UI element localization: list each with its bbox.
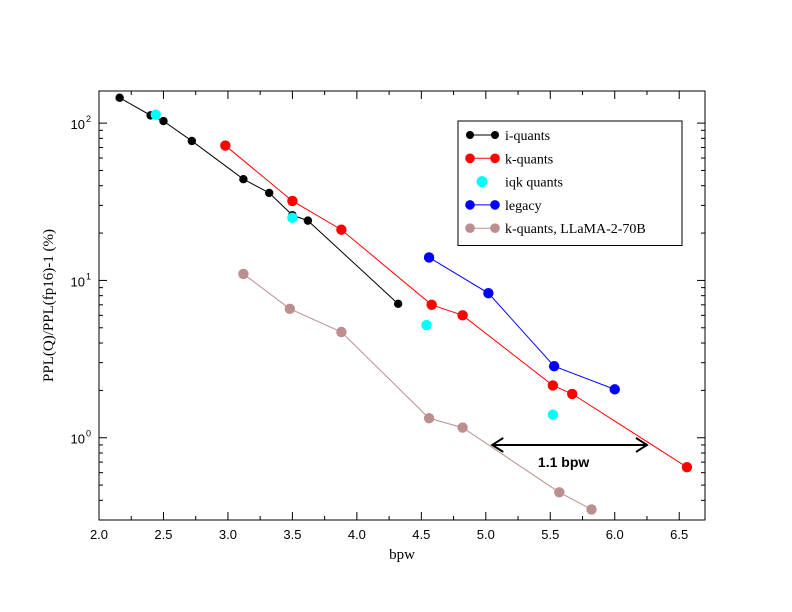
y-tick-exponent: 1 [86,271,91,281]
x-tick-label: 5.0 [477,527,495,542]
data-point [423,413,435,424]
legend-entry: k-quants, LLaMA-2-70B [465,222,646,237]
legend-entry: legacy [465,199,542,214]
legend-label: k-quants, LLaMA-2-70B [505,222,646,237]
legend-marker [490,200,500,210]
x-tick-label: 6.0 [606,527,624,542]
data-point [115,93,124,102]
data-point [393,299,403,309]
x-tick-label: 6.5 [670,527,688,542]
legend-label: i-quants [505,129,550,144]
data-point [483,287,494,299]
data-point [336,224,347,235]
y-tick-exponent: 2 [86,114,91,124]
legend-marker [490,223,500,233]
data-point [238,268,249,280]
x-tick-label: 4.5 [412,527,430,542]
legend-label: legacy [505,199,542,214]
legend-label: k-quants [505,152,553,167]
data-point [287,212,298,224]
y-tick-base: 10 [71,117,85,132]
data-point [547,409,559,420]
arrow-head-right [635,437,649,453]
data-point [423,252,435,263]
legend: i-quants k-quants iqk quants legacy k-quants… [457,120,683,246]
y-tick-label: 10 [71,117,85,132]
legend-entry: k-quants [465,152,553,167]
arrow-head-left [490,437,504,453]
data-point [220,140,231,151]
data-point [548,360,560,372]
legend-entry: i-quants [466,129,550,144]
data-point [554,487,565,498]
data-point [159,116,168,126]
y-tick-base: 10 [71,432,85,447]
series-iqk-quants [150,109,559,420]
series-line [428,257,615,390]
data-point [586,504,597,515]
data-point [609,384,620,395]
x-tick-label: 4.0 [348,527,366,542]
y-tick-exponent: 0 [86,429,91,439]
legend-marker [466,131,474,139]
plot-frame [98,90,706,521]
data-point [287,195,298,207]
data-point [457,310,468,321]
data-point [150,109,161,120]
series-k-quants [220,140,693,473]
data-point [421,319,432,331]
annotation-label: 1.1 bpw [538,454,589,470]
annotation-arrow: 1.1 bpw [490,437,649,470]
x-tick-label: 5.5 [541,527,559,542]
data-point [681,461,693,473]
y-axis-label: PPL(Q)/PPL(fp16)-1 (%) [41,229,57,382]
legend-marker [465,200,475,210]
x-tick-label: 2.0 [90,527,108,542]
plot-area [115,93,693,515]
legend-label: iqk quants [505,176,563,191]
x-tick-label: 3.0 [219,527,237,542]
data-point [239,175,248,184]
series-k-quants-llama-2-70b [238,268,597,515]
data-point [284,303,296,315]
legend-marker [490,153,500,164]
data-point [426,299,437,310]
data-point [336,326,347,338]
data-point [457,422,468,433]
data-point [187,136,197,146]
legend-marker [491,131,499,139]
data-point [264,188,274,198]
y-tick-base: 10 [71,274,85,289]
data-point [303,216,313,225]
legend-entry: iqk quants [476,176,563,191]
series-legacy [423,252,620,395]
x-tick-label: 3.5 [283,527,301,542]
legend-marker [465,223,475,233]
legend-marker [465,153,475,164]
legend-marker [476,176,488,188]
x-tick-label: 2.5 [154,527,172,542]
annotations: 1.1 bpw [490,437,649,470]
y-tick-label: 10 [71,432,85,447]
data-point [547,380,559,391]
y-tick-label: 10 [71,274,85,289]
x-axis-label: bpw [389,547,415,563]
data-point [566,388,578,400]
